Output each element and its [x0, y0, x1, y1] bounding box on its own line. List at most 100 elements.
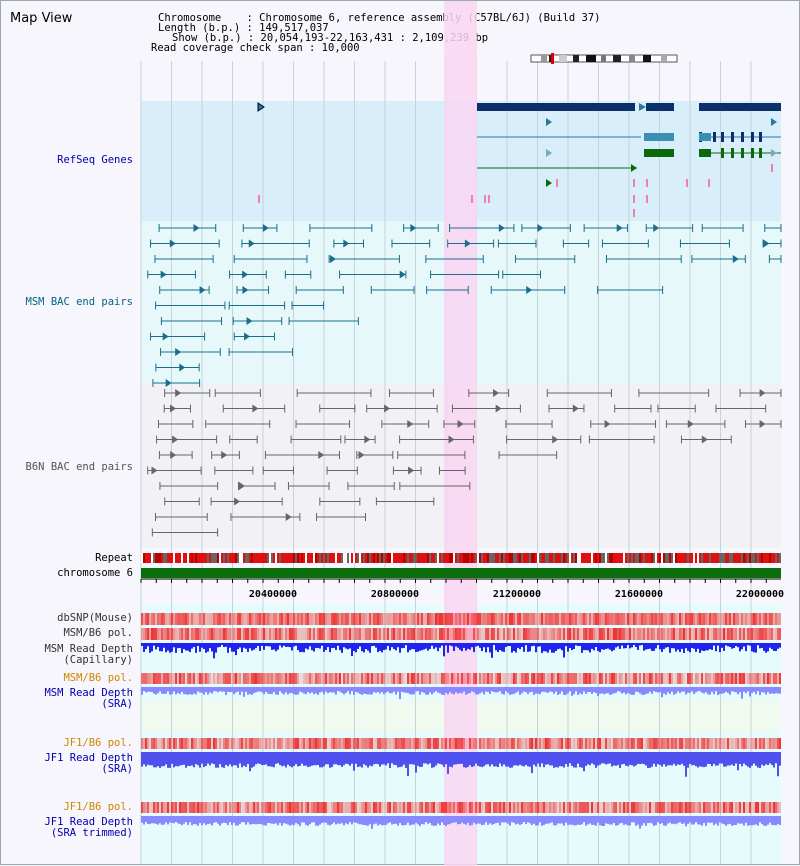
jf1-pol-trim-cell: [327, 802, 329, 813]
msm-depth-cap-bar: [441, 643, 443, 646]
jf1-depth-bar: [623, 752, 625, 764]
msm-pol-cell: [343, 628, 345, 640]
jf1-pol-trim-cell: [737, 802, 739, 813]
dbsnp-cell: [561, 613, 563, 625]
jf1-depth-trim-bar: [659, 816, 661, 825]
dbsnp-cell: [331, 613, 333, 625]
msm-depth-sra-bar: [603, 687, 605, 695]
dbsnp-cell: [725, 613, 727, 625]
dbsnp-cell: [325, 613, 327, 625]
msm-depth-cap-bar: [193, 643, 195, 647]
jf1-depth-trim-bar: [497, 816, 499, 823]
msm-depth-sra-bar: [779, 687, 781, 694]
msm-pol-cell: [567, 628, 569, 640]
jf1-pol-trim-cell: [461, 802, 463, 813]
msm-depth-cap-bar: [517, 643, 519, 648]
msm-depth-sra-bar: [429, 687, 431, 693]
jf1-pol-cell: [693, 738, 695, 749]
msm-pol-sra-cell: [701, 673, 703, 684]
jf1-pol-trim-cell: [707, 802, 709, 813]
msm-depth-cap-bar: [503, 643, 505, 652]
dbsnp-cell: [443, 613, 445, 625]
msm-pol-sra-cell: [493, 673, 495, 684]
jf1-depth-bar: [183, 752, 185, 765]
jf1-depth-bar: [705, 752, 707, 767]
msm-pol-sra-cell: [265, 673, 267, 684]
dbsnp-cell: [277, 613, 279, 625]
refseq-genes-label[interactable]: RefSeq Genes: [57, 154, 133, 166]
msm-depth-cap-bar: [411, 643, 413, 650]
jf1-pol-trim-cell: [535, 802, 537, 813]
jf1-pol-trim-cell: [759, 802, 761, 813]
msm-depth-sra-bar: [147, 687, 149, 692]
jf1-pol-cell: [465, 738, 467, 749]
msm-depth-sra-bar: [601, 687, 603, 694]
msm-depth-cap-bar: [493, 643, 495, 646]
msm-depth-cap-bar: [345, 643, 347, 649]
repeat-mark: [175, 553, 177, 563]
msm-depth-cap-bar: [329, 643, 331, 653]
dbsnp-cell: [147, 613, 149, 625]
b6n-bac-label[interactable]: B6N BAC end pairs: [25, 461, 133, 473]
jf1-pol-trim-cell: [433, 802, 435, 813]
msm-pol-cell: [455, 628, 457, 640]
jf1-depth-trim-bar: [359, 816, 361, 825]
repeat-mark: [207, 553, 209, 563]
jf1-pol-cell: [407, 738, 409, 749]
msm-pol-sra-cell: [189, 673, 191, 684]
jf1-depth-bar: [289, 752, 291, 767]
dbsnp-cell: [161, 613, 163, 625]
dbsnp-cell: [605, 613, 607, 625]
msm-depth-sra-bar: [235, 687, 237, 693]
jf1-pol-cell: [529, 738, 531, 749]
jf1-pol-cell: [395, 738, 397, 749]
msm-depth-sra-bar: [385, 687, 387, 693]
jf1-depth-trim-bar: [401, 816, 403, 826]
msm-pol-cell: [387, 628, 389, 640]
msm-depth-cap-bar: [563, 643, 565, 658]
msm-depth-cap-bar: [625, 643, 627, 649]
jf1-depth-trim-bar: [211, 816, 213, 826]
msm-pol-sra-cell: [417, 673, 419, 684]
msm-pol-sra-cell: [251, 673, 253, 684]
jf1-pol-trim-cell: [345, 802, 347, 813]
msm-depth-cap-bar: [719, 643, 721, 653]
jf1-depth-trim-bar: [463, 816, 465, 824]
dbsnp-cell: [477, 613, 479, 625]
msm-pol-cell: [775, 628, 777, 640]
msm-depth-sra-bar: [697, 687, 699, 692]
jf1-depth-trim-bar: [727, 816, 729, 825]
msm-depth-sra-bar: [773, 687, 775, 694]
msm-depth-cap-bar: [383, 643, 385, 651]
jf1-depth-trim-bar: [455, 816, 457, 823]
jf1-depth-bar: [237, 752, 239, 768]
jf1-pol-trim-cell: [167, 802, 169, 813]
repeat-mark: [409, 553, 411, 563]
msm-pol-sra-cell: [219, 673, 221, 684]
msm-depth-sra-bar: [583, 687, 585, 692]
jf1-pol-cell: [633, 738, 635, 749]
msm-pol-cell: [559, 628, 561, 640]
jf1-depth-bar: [321, 752, 323, 768]
jf1-depth-trim-bar: [643, 816, 645, 824]
msm-pol-sra-cell: [469, 673, 471, 684]
msm-depth-sra-bar: [411, 687, 413, 695]
jf1-depth-bar: [569, 752, 571, 764]
msm-bac-label[interactable]: MSM BAC end pairs: [25, 296, 133, 308]
jf1-depth-trim-bar: [573, 816, 575, 826]
repeat-label: Repeat: [95, 552, 133, 564]
msm-pol-cell: [709, 628, 711, 640]
msm-pol-sra-cell: [207, 673, 209, 684]
repeat-mark: [615, 553, 617, 563]
jf1-pol-cell: [645, 738, 647, 749]
jf1-pol-trim-cell: [281, 802, 283, 813]
msm-pol-cell: [573, 628, 575, 640]
msm-pol-cell: [341, 628, 343, 640]
repeat-mark: [433, 553, 435, 563]
jf1-depth-bar: [761, 752, 763, 765]
msm-pol-sra-cell: [405, 673, 407, 684]
gene-tick: [258, 195, 260, 203]
jf1-pol-cell: [477, 738, 479, 749]
repeat-mark: [221, 553, 223, 563]
